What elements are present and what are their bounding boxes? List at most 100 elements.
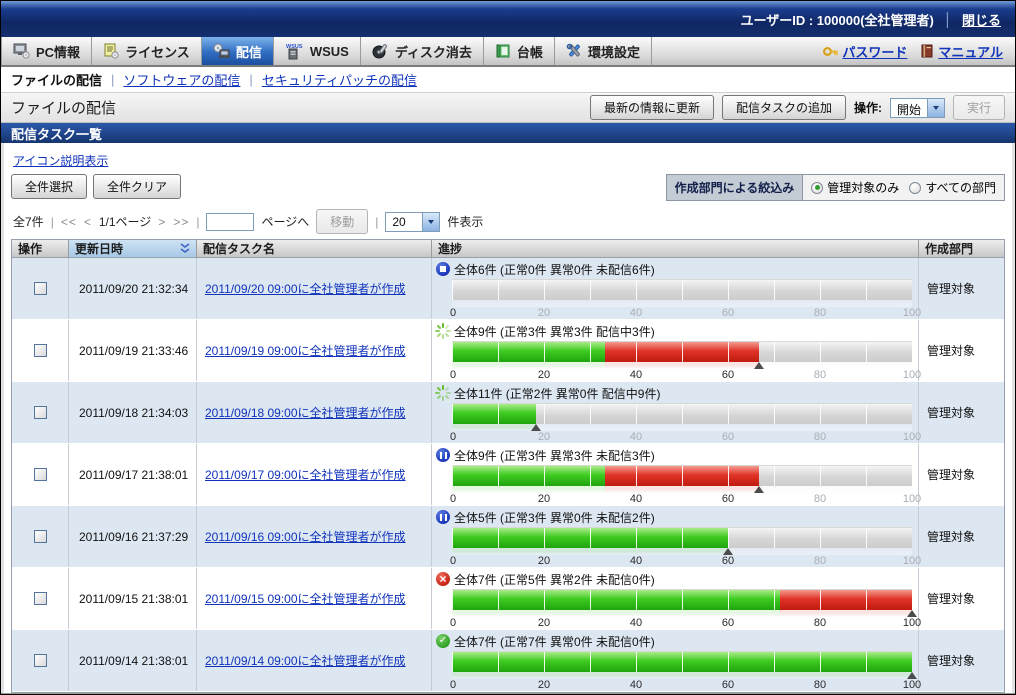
axis-tick: 60 [721,431,735,443]
progress-gridlines [452,652,912,672]
progress-bar: 0 20 40 60 80 100 [450,651,921,694]
progress-bar-reflection [452,672,912,679]
status-icon [435,323,451,339]
progress-gridlines [452,342,912,362]
operation-select[interactable]: 開始 [889,97,945,118]
task-link[interactable]: 2011/09/20 09:00に全社管理者が作成 [205,282,406,296]
page-info: 1/1ページ [98,215,152,229]
row-checkbox[interactable] [33,592,47,605]
clear-all-button[interactable]: 全件クリア [93,174,182,199]
axis-tick: 0 [450,307,457,319]
subnav-link-security-patch[interactable]: セキュリティパッチの配信 [261,73,418,88]
progress-axis: 0 20 40 60 80 100 [450,493,921,508]
progress-summary-text: 全体11件 (正常2件 異常0件 配信中9件) [454,386,661,401]
row-checkbox[interactable] [33,530,47,543]
row-checkbox[interactable] [33,282,47,295]
row-department-cell: 管理対象 [919,320,1004,381]
progress-summary-line: 全体7件 (正常5件 異常2件 未配信0件) [436,571,912,587]
header-updated-sortable[interactable]: 更新日時 [69,240,197,257]
department-label: 管理対象 [927,654,976,668]
progress-summary-text: 全体9件 (正常3件 異常3件 配信中3件) [454,324,655,339]
first-page-button[interactable]: << [60,214,77,229]
content-area: アイコン説明表示 全件選択 全件クリア 作成部門による絞込み 管理対象のみ すべ… [1,143,1015,693]
radio-unselected-icon[interactable] [909,181,922,194]
tab-pc-info[interactable]: PC情報 [1,37,93,65]
execute-button[interactable]: 実行 [952,95,1005,120]
progress-bar: 0 20 40 60 80 100 [450,341,921,384]
tab-label: PC情報 [36,44,81,60]
task-link[interactable]: 2011/09/14 09:00に全社管理者が作成 [205,654,406,668]
tab-license[interactable]: ライセンス [92,37,202,65]
progress-summary-text: 全体7件 (正常5件 異常2件 未配信0件) [454,572,655,587]
radio-selected-icon[interactable] [811,181,824,194]
progress-gridlines [452,528,912,548]
password-link[interactable]: パスワード [823,42,907,61]
department-label: 管理対象 [927,282,976,296]
department-label: 管理対象 [927,406,976,420]
row-progress-cell: 全体11件 (正常2件 異常0件 配信中9件) 0 20 40 60 80 100 [432,382,921,443]
main-tab-bar: PC情報 ライセンス 配信 WSUS WSUS ディスク消去 台帳 環境設定 [1,37,1015,67]
window-footer [1,693,1015,694]
department-label: 管理対象 [927,530,976,544]
tab-settings[interactable]: 環境設定 [555,37,652,65]
row-checkbox[interactable] [33,654,47,667]
tab-ledger[interactable]: 台帳 [484,37,555,65]
axis-tick: 20 [537,679,551,691]
pagination-divider: | [196,214,200,229]
disk-erase-icon [372,44,387,59]
task-link[interactable]: 2011/09/19 09:00に全社管理者が作成 [205,344,406,358]
tab-distribution[interactable]: 配信 [201,37,274,65]
axis-tick: 80 [813,679,827,691]
subnav-link-software-distribution[interactable]: ソフトウェアの配信 [123,73,241,88]
task-link[interactable]: 2011/09/18 09:00に全社管理者が作成 [205,406,406,420]
progress-bar: 0 20 40 60 80 100 [450,465,921,508]
filter-option-all-departments[interactable]: すべての部門 [909,179,996,196]
add-task-button[interactable]: 配信タスクの追加 [721,95,846,120]
header-task-name: 配信タスク名 [197,240,432,257]
row-task-cell: 2011/09/18 09:00に全社管理者が作成 [197,382,432,443]
row-checkbox[interactable] [33,468,47,481]
prev-page-button[interactable]: < [83,214,92,229]
axis-tick: 40 [629,369,643,381]
status-icon [436,448,450,462]
filter-option-managed[interactable]: 管理対象のみ [811,179,899,196]
tab-wsus[interactable]: WSUS WSUS [274,37,361,65]
row-task-cell: 2011/09/20 09:00に全社管理者が作成 [197,258,432,319]
last-page-button[interactable]: >> [173,214,190,229]
move-button[interactable]: 移動 [316,209,369,234]
quick-links: パスワード マニュアル [823,37,1015,65]
axis-tick: 80 [813,369,827,381]
page-number-input[interactable] [206,212,255,231]
subnav-divider: | [249,72,253,87]
progress-marker [723,548,733,555]
tab-disk-erase[interactable]: ディスク消去 [361,37,484,65]
row-checkbox[interactable] [33,406,47,419]
progress-summary-text: 全体9件 (正常3件 異常3件 未配信3件) [454,448,655,463]
book-icon [921,44,933,58]
table-row: 2011/09/20 21:32:34 2011/09/20 09:00に全社管… [12,258,1004,320]
row-checkbox[interactable] [33,344,47,357]
next-page-button[interactable]: > [158,214,167,229]
manual-link[interactable]: マニュアル [921,42,1003,61]
axis-tick: 0 [450,369,457,381]
task-link[interactable]: 2011/09/17 09:00に全社管理者が作成 [205,468,406,482]
pc-icon [13,43,30,59]
row-updated-cell: 2011/09/16 21:37:29 [69,506,197,567]
axis-tick: 40 [629,307,643,319]
axis-tick: 80 [813,555,827,567]
table-row: 2011/09/16 21:37:29 2011/09/16 09:00に全社管… [12,506,1004,568]
header-department: 作成部門 [925,242,974,256]
task-link[interactable]: 2011/09/16 09:00に全社管理者が作成 [205,530,406,544]
task-link[interactable]: 2011/09/15 09:00に全社管理者が作成 [205,592,406,606]
select-all-button[interactable]: 全件選択 [11,174,88,199]
running-spinner-icon [435,323,451,339]
icon-legend-link[interactable]: アイコン説明表示 [13,154,109,168]
close-link[interactable]: 閉じる [961,12,1001,28]
running-spinner-icon [435,385,451,401]
axis-tick: 100 [902,493,922,505]
progress-gridlines [452,280,912,300]
page-size-select[interactable]: 20 [385,211,441,232]
refresh-button[interactable]: 最新の情報に更新 [589,95,714,120]
progress-bar: 0 20 40 60 80 100 [450,589,921,632]
progress-bar-reflection [452,486,912,493]
